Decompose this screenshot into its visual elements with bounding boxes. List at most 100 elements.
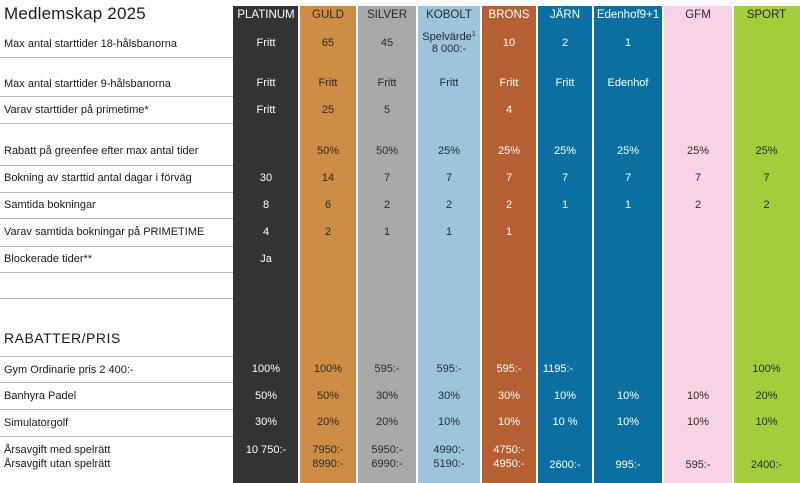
col-edenhof: Edenhof9+1	[593, 6, 663, 483]
row-label-max-9: Max antal starttider 9-hålsbanorna	[4, 78, 171, 90]
cell-platinum-r1: Fritt	[256, 77, 276, 89]
row-label-rabatt-greenfee: Rabatt på greenfee efter max antal tider	[4, 145, 199, 157]
row-label-arsavgift-med: Årsavgift med spelrätt	[4, 444, 111, 456]
cell-jarn-r9: 10%	[553, 390, 577, 402]
cell-platinum-r8: 100%	[251, 363, 281, 375]
row-label-max-18: Max antal starttider 18-hålsbanorna	[4, 38, 178, 50]
cell-gfm-r4: 7	[694, 172, 702, 184]
cell-guld-r8: 100%	[313, 363, 343, 375]
cell-brons-r12: 4950:-	[493, 458, 525, 470]
cell-platinum-r10: 30%	[254, 416, 278, 428]
section-rabatter-pris: RABATTER/PRIS	[4, 330, 121, 346]
cell-platinum-r7: Ja	[260, 253, 272, 265]
cell-brons-r6: 1	[505, 226, 513, 238]
cell-edenhof-r12: 995:-	[615, 459, 641, 471]
col-brons: BRONS	[481, 6, 537, 483]
row-label-padel: Banhyra Padel	[4, 390, 77, 402]
cell-jarn-r10: 10 %	[552, 416, 578, 428]
cell-brons-r1: Fritt	[499, 77, 519, 89]
cell-guld-r9: 50%	[316, 390, 340, 402]
cell-edenhof-r9: 10%	[616, 390, 640, 402]
row-label-bokning-dagar: Bokning av starttid antal dagar i förväg	[4, 172, 192, 184]
cell-guld-r3: 50%	[316, 145, 340, 157]
cell-silver-r1: Fritt	[377, 77, 397, 89]
cell-edenhof-r10: 10%	[616, 416, 640, 428]
cell-guld-r2: 25	[321, 104, 335, 116]
cell-brons-r5: 2	[505, 199, 513, 211]
col-kobolt: KOBOLT	[417, 6, 481, 483]
cell-silver-r12: 6990:-	[371, 458, 403, 470]
col-sport: SPORT	[733, 6, 800, 483]
page-title: Medlemskap 2025	[4, 4, 146, 23]
header-kobolt: KOBOLT	[426, 9, 472, 21]
cell-jarn-r5: 1	[561, 199, 569, 211]
cell-silver-r11: 5950:-	[371, 444, 403, 456]
cell-sport-r12: 2400:-	[750, 459, 783, 471]
cell-brons-r10: 10%	[497, 416, 521, 428]
cell-sport-r5: 2	[763, 199, 770, 211]
header-guld: GULD	[312, 9, 344, 21]
header-sport: SPORT	[746, 9, 787, 21]
cell-gfm-r3: 25%	[686, 145, 710, 157]
cell-gfm-r9: 10%	[686, 390, 710, 402]
cell-gfm-r5: 2	[694, 199, 702, 211]
cell-silver-r0: 45	[380, 37, 394, 49]
header-jarn: JÄRN	[549, 9, 581, 21]
cell-silver-r2: 5	[383, 104, 391, 116]
cell-guld-r12: 8990:-	[312, 458, 344, 470]
cell-jarn-r8: 1195:-	[542, 363, 574, 375]
cell-sport-r9: 20%	[755, 390, 778, 402]
cell-brons-r8: 595:-	[496, 363, 522, 375]
cell-edenhof-r0: 1	[624, 37, 632, 49]
header-platinum: PLATINUM	[237, 9, 295, 21]
cell-kobolt-r10: 10%	[437, 416, 461, 428]
cell-platinum-r6: 4	[262, 226, 270, 238]
cell-silver-r8: 595:-	[374, 363, 400, 375]
cell-guld-r4: 14	[321, 172, 335, 184]
cell-kobolt-r1: Fritt	[439, 77, 459, 89]
row-label-blockerade: Blockerade tider**	[4, 253, 93, 265]
cell-guld-r0: 65	[321, 37, 335, 49]
cell-sport-r8: 100%	[752, 363, 781, 375]
cell-kobolt-r9: 30%	[437, 390, 461, 402]
cell-platinum-r5: 8	[262, 199, 270, 211]
cell-edenhof-r3: 25%	[616, 145, 640, 157]
row-label-arsavgift-utan: Årsavgift utan spelrätt	[4, 458, 111, 470]
cell-kobolt-r5: 2	[445, 199, 453, 211]
cell-edenhof-r5: 1	[624, 199, 632, 211]
cell-guld-r11: 7950:-	[312, 444, 344, 456]
col-jarn: JÄRN	[537, 6, 593, 483]
cell-guld-r10: 20%	[316, 416, 340, 428]
cell-silver-r10: 20%	[375, 416, 399, 428]
cell-brons-r3: 25%	[497, 145, 521, 157]
header-silver: SILVER	[366, 9, 408, 21]
cell-jarn-r0: 2	[561, 37, 569, 49]
cell-guld-r6: 2	[324, 226, 332, 238]
row-label-samtida: Samtida bokningar	[4, 199, 96, 211]
cell-gfm-r10: 10%	[686, 416, 710, 428]
cell-silver-r5: 2	[383, 199, 391, 211]
cell-brons-r4: 7	[505, 172, 513, 184]
cell-jarn-r3: 25%	[553, 145, 577, 157]
cell-kobolt-r11: 4990:-	[433, 444, 465, 456]
cell-sport-r3: 25%	[755, 145, 778, 157]
cell-edenhof-r1: Edenhof	[607, 77, 649, 89]
cell-brons-r9: 30%	[497, 390, 521, 402]
cell-platinum-r11: 10 750:-	[245, 444, 287, 456]
col-silver: SILVER	[357, 6, 417, 483]
cell-brons-r0: 10	[502, 37, 516, 49]
cell-sport-r10: 10%	[755, 416, 778, 428]
row-label-gym: Gym Ordinarie pris 2 400:-	[4, 364, 134, 376]
cell-kobolt-r12: 5190:-	[433, 458, 465, 470]
cell-guld-r5: 6	[324, 199, 332, 211]
cell-kobolt-r4: 7	[445, 172, 453, 184]
row-label-simulator: Simulatorgolf	[4, 417, 69, 429]
header-brons: BRONS	[488, 9, 530, 21]
cell-kobolt-r0: Spelvärde1 8 000:-	[422, 31, 476, 55]
col-platinum: PLATINUM	[233, 6, 299, 483]
col-gfm: GFM	[663, 6, 733, 483]
cell-guld-r1: Fritt	[318, 77, 338, 89]
cell-kobolt-r8: 595:-	[436, 363, 462, 375]
cell-silver-r9: 30%	[375, 390, 399, 402]
header-edenhof: Edenhof9+1	[596, 9, 660, 21]
